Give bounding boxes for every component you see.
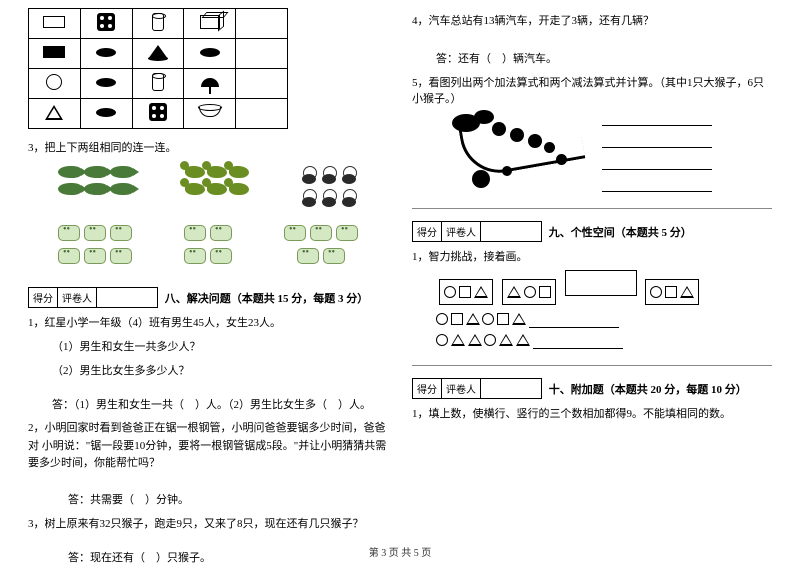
- section8-title: 八、解决问题（本题共 15 分，每题 3 分）: [165, 293, 369, 305]
- grader-label: 评卷人: [58, 288, 97, 307]
- q3b: 3，树上原来有32只猴子，跑走9只，又来了8只，现在还有几只猴子？: [28, 515, 388, 531]
- q1: 1，红星小学一年级（4）班有男生45人，女生23人。: [28, 314, 388, 330]
- page-footer: 第 3 页 共 5 页: [0, 544, 800, 559]
- grader-label: 评卷人: [442, 379, 481, 398]
- grader-label: 评卷人: [442, 222, 481, 241]
- score-label: 得分: [413, 222, 442, 241]
- ans4: 答：还有（ ）辆汽车。: [412, 50, 772, 66]
- q1b: （2）男生比女生多多少人？: [28, 362, 388, 378]
- pattern-row-3: [436, 334, 772, 349]
- section9-header: 得分 评卷人 九、个性空间（本题共 5 分）: [412, 219, 772, 244]
- section8-header: 得分 评卷人 八、解决问题（本题共 15 分，每题 3 分）: [28, 285, 388, 310]
- duck-group: [184, 165, 250, 211]
- q1a: （1）男生和女生一共多少人？: [28, 338, 388, 354]
- q3-text: 3，把上下两组相同的连一连。: [28, 139, 388, 155]
- frog-group-1: [56, 223, 134, 269]
- score-label: 得分: [29, 288, 58, 307]
- q10-1: 1，填上数，使横行、竖行的三个数相加都得9。不能填相同的数。: [412, 405, 772, 421]
- pattern-row-2: [436, 313, 772, 328]
- q4: 4，汽车总站有13辆汽车，开走了3辆，还有几辆？: [412, 12, 772, 28]
- chicken-group: [299, 165, 359, 211]
- ans1: 答：（1）男生和女生一共（ ）人。（2）男生比女生多（ ）人。: [28, 396, 388, 412]
- frog-group-2: [182, 223, 234, 269]
- left-column: 3，把上下两组相同的连一连。: [28, 8, 388, 543]
- score-box-9: 得分 评卷人: [412, 221, 542, 242]
- shape-table: [28, 8, 288, 129]
- section10-header: 得分 评卷人 十、附加题（本题共 20 分，每题 10 分）: [412, 376, 772, 401]
- q9-1: 1，智力挑战，接着画。: [412, 248, 772, 264]
- pattern-row-1: [436, 268, 772, 307]
- q5: 5，看图列出两个加法算式和两个减法算式并计算。（其中1只大猴子，6只小猴子。）: [412, 74, 772, 106]
- right-column: 4，汽车总站有13辆汽车，开走了3辆，还有几辆？ 答：还有（ ）辆汽车。 5，看…: [412, 8, 772, 543]
- fish-group: [57, 165, 135, 211]
- frog-group-3: [282, 223, 360, 269]
- score-box-8: 得分 评卷人: [28, 287, 158, 308]
- section10-title: 十、附加题（本题共 20 分，每题 10 分）: [549, 384, 747, 396]
- animal-row: [32, 165, 384, 211]
- monkey-figure: [412, 110, 772, 198]
- section9-title: 九、个性空间（本题共 5 分）: [549, 227, 692, 239]
- q2: 2，小明回家时看到爸爸正在锯一根钢管，小明问爸爸要锯多少时间，爸爸对 小明说："…: [28, 420, 388, 473]
- score-label: 得分: [413, 379, 442, 398]
- ans2: 答：共需要（ ）分钟。: [28, 491, 388, 507]
- score-box-10: 得分 评卷人: [412, 378, 542, 399]
- frog-row: [32, 223, 384, 269]
- answer-lines: [602, 110, 712, 198]
